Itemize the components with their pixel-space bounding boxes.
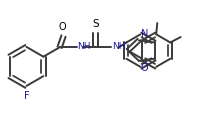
Text: O: O <box>59 22 66 32</box>
Text: NH: NH <box>78 42 91 51</box>
Text: N: N <box>141 29 148 39</box>
Text: O: O <box>141 63 148 73</box>
Text: F: F <box>24 91 29 101</box>
Text: S: S <box>92 19 99 29</box>
Text: NH: NH <box>112 42 126 51</box>
